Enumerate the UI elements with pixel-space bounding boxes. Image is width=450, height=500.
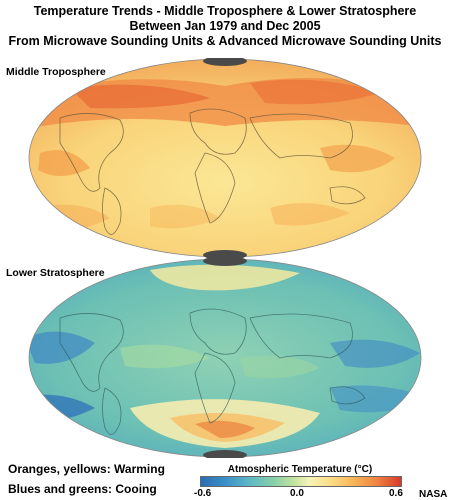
title-line-2: Between Jan 1979 and Dec 2005 [129,19,321,33]
middle-troposphere-label: Middle Troposphere [6,66,106,78]
warming-legend-text: Oranges, yellows: Warming [8,462,165,476]
colorbar-title: Atmospheric Temperature (°C) [227,464,373,475]
south-pole-mask-icon [203,250,247,258]
title-line-1: Temperature Trends - Middle Troposphere … [33,4,417,18]
north-pole-mask-icon [203,58,247,66]
south-pole-mask-icon [203,450,247,458]
colorbar-max-label: 0.6 [389,488,403,499]
temperature-colorbar [200,476,402,487]
colorbar-min-label: -0.6 [194,488,212,499]
lower-stratosphere-map [28,258,422,458]
north-pole-mask-icon [203,258,247,266]
chart-title: Temperature Trends - Middle Troposphere … [0,4,450,49]
credit-text: NASA [419,489,448,500]
lower-stratosphere-label: Lower Stratosphere [6,267,105,279]
cooling-legend-text: Blues and greens: Cooing [8,482,157,496]
colorbar-mid-label: 0.0 [290,488,304,499]
title-line-3: From Microwave Sounding Units & Advanced… [8,34,442,48]
middle-troposphere-map [28,58,422,258]
